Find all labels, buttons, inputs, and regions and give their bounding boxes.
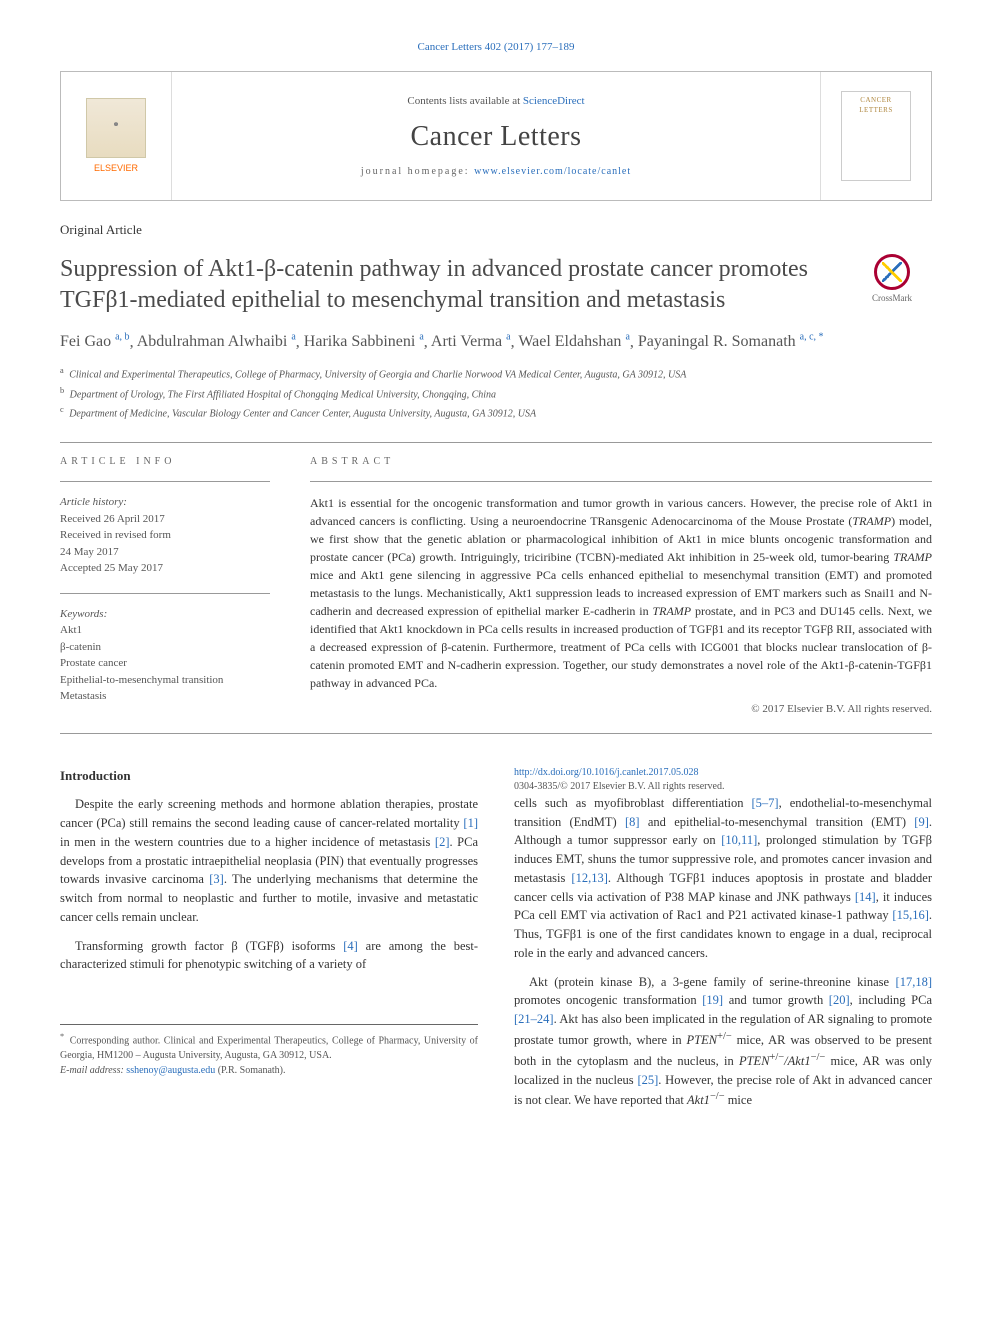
author: Harika Sabbineni a xyxy=(304,333,424,350)
contents-pre: Contents lists available at xyxy=(407,95,522,107)
issn-copyright-line: 0304-3835/© 2017 Elsevier B.V. All right… xyxy=(514,780,932,794)
email-attribution: (P.R. Somanath). xyxy=(218,1065,286,1076)
cite-3[interactable]: [3] xyxy=(209,872,224,886)
elsevier-label: ELSEVIER xyxy=(94,162,138,175)
article-info-label: ARTICLE INFO xyxy=(60,455,270,469)
keywords-block: Keywords: Akt1β-cateninProstate cancerEp… xyxy=(60,606,270,705)
author-affil-sup: a, b xyxy=(115,332,129,343)
keyword: Prostate cancer xyxy=(60,655,270,672)
keyword: Epithelial-to-mesenchymal transition xyxy=(60,672,270,689)
author: Abdulrahman Alwhaibi a xyxy=(137,333,296,350)
history-label: Article history: xyxy=(60,494,270,511)
affiliation: b Department of Urology, The First Affil… xyxy=(60,384,932,403)
affiliation-list: a Clinical and Experimental Therapeutics… xyxy=(60,364,932,422)
crossmark-badge[interactable]: CrossMark xyxy=(852,254,932,305)
cite-1[interactable]: [1] xyxy=(463,816,478,830)
cite-2[interactable]: [2] xyxy=(435,835,450,849)
crossmark-icon xyxy=(874,254,910,290)
journal-header-center: Contents lists available at ScienceDirec… xyxy=(171,72,821,200)
homepage-label: journal homepage: xyxy=(361,166,474,177)
journal-homepage-line: journal homepage: www.elsevier.com/locat… xyxy=(182,165,810,179)
journal-name: Cancer Letters xyxy=(182,117,810,156)
sciencedirect-link[interactable]: ScienceDirect xyxy=(523,95,585,107)
cite-15-16[interactable]: [15,16] xyxy=(892,908,928,922)
affiliation: a Clinical and Experimental Therapeutics… xyxy=(60,364,932,383)
divider xyxy=(60,442,932,443)
journal-header: ELSEVIER Contents lists available at Sci… xyxy=(60,71,932,201)
author-affil-sup: a xyxy=(419,332,423,343)
author: Arti Verma a xyxy=(431,333,511,350)
abstract-label: ABSTRACT xyxy=(310,455,932,469)
corresponding-email-link[interactable]: sshenoy@augusta.edu xyxy=(126,1065,215,1076)
author-list: Fei Gao a, b, Abdulrahman Alwhaibi a, Ha… xyxy=(60,330,932,354)
history-line: Received 26 April 2017 xyxy=(60,511,270,528)
article-title: Suppression of Akt1-β-catenin pathway in… xyxy=(60,254,832,316)
intro-paragraph-4: Akt (protein kinase B), a 3-gene family … xyxy=(514,973,932,1111)
divider xyxy=(60,733,932,734)
cover-text: CANCER LETTERS xyxy=(844,96,908,116)
article-info-column: ARTICLE INFO Article history: Received 2… xyxy=(60,455,270,721)
abstract-copyright: © 2017 Elsevier B.V. All rights reserved… xyxy=(310,702,932,717)
elsevier-tree-icon xyxy=(86,98,146,158)
cite-8[interactable]: [8] xyxy=(625,815,640,829)
abstract-column: ABSTRACT Akt1 is essential for the oncog… xyxy=(310,455,932,721)
crossmark-label: CrossMark xyxy=(872,292,912,305)
cite-9[interactable]: [9] xyxy=(914,815,929,829)
divider xyxy=(60,593,270,594)
citation-header[interactable]: Cancer Letters 402 (2017) 177–189 xyxy=(60,40,932,55)
author-affil-sup: a xyxy=(506,332,510,343)
author-affil-sup: a xyxy=(625,332,629,343)
cite-17-18[interactable]: [17,18] xyxy=(896,975,932,989)
author: Payaningal R. Somanath a, c, * xyxy=(638,333,824,350)
corresponding-author-note: * Corresponding author. Clinical and Exp… xyxy=(60,1031,478,1063)
journal-homepage-link[interactable]: www.elsevier.com/locate/canlet xyxy=(474,166,631,177)
cite-25[interactable]: [25] xyxy=(637,1073,658,1087)
cite-5-7[interactable]: [5–7] xyxy=(752,796,779,810)
email-label: E-mail address: xyxy=(60,1065,124,1076)
keywords-label: Keywords: xyxy=(60,606,270,623)
affiliation: c Department of Medicine, Vascular Biolo… xyxy=(60,403,932,422)
cite-12-13[interactable]: [12,13] xyxy=(571,871,607,885)
keyword: β-catenin xyxy=(60,639,270,656)
keyword: Metastasis xyxy=(60,688,270,705)
elsevier-logo-block[interactable]: ELSEVIER xyxy=(61,72,171,200)
keyword: Akt1 xyxy=(60,622,270,639)
journal-cover-thumbnail: CANCER LETTERS xyxy=(841,91,911,181)
cite-20[interactable]: [20] xyxy=(829,993,850,1007)
footnote-block: * Corresponding author. Clinical and Exp… xyxy=(60,1024,478,1078)
cite-4[interactable]: [4] xyxy=(343,939,358,953)
journal-cover-block: CANCER LETTERS xyxy=(821,72,931,200)
divider xyxy=(310,481,932,482)
author-affil-sup: a, c, * xyxy=(800,332,824,343)
contents-available-line: Contents lists available at ScienceDirec… xyxy=(182,94,810,109)
cite-14[interactable]: [14] xyxy=(855,890,876,904)
history-line: Accepted 25 May 2017 xyxy=(60,560,270,577)
intro-paragraph-3: cells such as myofibroblast differentiat… xyxy=(514,794,932,963)
divider xyxy=(60,481,270,482)
author: Wael Eldahshan a xyxy=(518,333,630,350)
doi-block: http://dx.doi.org/10.1016/j.canlet.2017.… xyxy=(514,766,932,794)
email-line: E-mail address: sshenoy@augusta.edu (P.R… xyxy=(60,1063,478,1078)
cite-19[interactable]: [19] xyxy=(702,993,723,1007)
intro-heading: Introduction xyxy=(60,766,478,786)
intro-paragraph-1: Despite the early screening methods and … xyxy=(60,795,478,926)
cite-10-11[interactable]: [10,11] xyxy=(721,833,757,847)
doi-link[interactable]: http://dx.doi.org/10.1016/j.canlet.2017.… xyxy=(514,767,699,778)
article-type: Original Article xyxy=(60,221,932,239)
article-history: Article history: Received 26 April 2017R… xyxy=(60,494,270,577)
cite-21-24[interactable]: [21–24] xyxy=(514,1012,554,1026)
abstract-text: Akt1 is essential for the oncogenic tran… xyxy=(310,494,932,692)
author: Fei Gao a, b xyxy=(60,333,130,350)
history-line: 24 May 2017 xyxy=(60,544,270,561)
body-two-column: Introduction Despite the early screening… xyxy=(60,766,932,1110)
intro-paragraph-2: Transforming growth factor β (TGFβ) isof… xyxy=(60,937,478,975)
history-line: Received in revised form xyxy=(60,527,270,544)
author-affil-sup: a xyxy=(291,332,295,343)
